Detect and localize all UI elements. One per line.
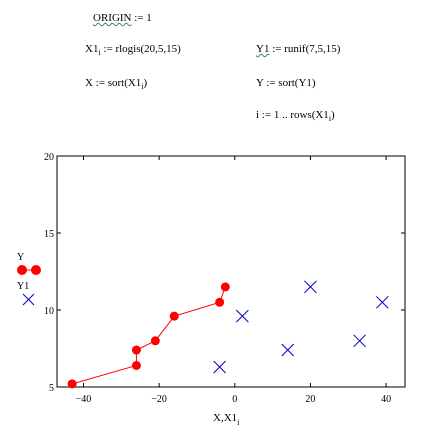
x-marker-stroke xyxy=(213,360,227,374)
x-sort-subscript: i xyxy=(141,82,144,91)
series-y1-point xyxy=(281,343,295,357)
series-y-point xyxy=(67,379,77,389)
series-y-point xyxy=(150,336,160,346)
y-sort-definition[interactable]: Y := sort(Y1) xyxy=(256,76,316,90)
y1-name: Y1 xyxy=(256,43,270,55)
origin-expr[interactable]: ORIGIN := 1 xyxy=(93,11,152,25)
x1-name: X1 xyxy=(85,43,99,55)
y-axis-ticks: 5 10 15 20 xyxy=(44,152,405,394)
range-subscript: i xyxy=(328,114,332,123)
y-tick-label: 10 xyxy=(44,306,54,317)
series-y-point xyxy=(131,345,141,355)
series-y1-point xyxy=(213,360,227,374)
x-sort-close: ) xyxy=(143,77,148,89)
series-y1-point xyxy=(353,334,366,348)
series-y-line xyxy=(71,286,226,385)
x-tick-label: −40 xyxy=(76,394,92,405)
series-y1-point xyxy=(304,280,317,294)
x-sort-definition[interactable]: X := sort(X1i) xyxy=(85,76,147,94)
x-axis-title: X,X1i xyxy=(213,412,240,427)
x-tick-label: 40 xyxy=(381,394,391,405)
x-axis-ticks: −40 −20 0 20 40 xyxy=(76,156,391,405)
legend-marker-y1 xyxy=(22,293,35,306)
range-close: ) xyxy=(331,109,335,121)
plot-legend: Y Y1 xyxy=(17,252,41,306)
series-y-point xyxy=(215,297,225,307)
y-tick-label: 20 xyxy=(44,152,54,163)
legend-label-y: Y xyxy=(17,252,24,263)
x-sort-text: X := sort(X1 xyxy=(85,77,142,89)
x-marker-stroke xyxy=(235,309,249,323)
x-marker-stroke xyxy=(375,295,389,309)
range-text: i := 1 .. rows(X1 xyxy=(256,109,329,121)
series-y-point xyxy=(131,360,141,370)
y-tick-label: 5 xyxy=(49,383,54,394)
series-y1 xyxy=(213,280,389,374)
series-y-point xyxy=(220,282,230,292)
x-tick-label: −20 xyxy=(151,394,167,405)
plot-frame xyxy=(56,155,406,388)
series-y xyxy=(67,282,230,389)
x-tick-label: 0 xyxy=(232,394,237,405)
x-marker-stroke xyxy=(281,343,295,357)
origin-value: := 1 xyxy=(134,12,152,24)
series-y1-point xyxy=(235,309,249,323)
x1-definition[interactable]: X1i := rlogis(20,5,15) xyxy=(85,42,181,60)
origin-label: ORIGIN xyxy=(93,12,132,24)
y-tick-label: 15 xyxy=(44,229,54,240)
y1-formula: := runif(7,5,15) xyxy=(272,43,341,55)
range-definition[interactable]: i := 1 .. rows(X1i) xyxy=(256,108,335,126)
x-tick-label: 20 xyxy=(305,394,315,405)
y-sort-text: Y := sort(Y1) xyxy=(256,77,316,89)
series-y1-point xyxy=(375,295,389,309)
y1-definition[interactable]: Y1 := runif(7,5,15) xyxy=(256,42,340,56)
series-y-point xyxy=(169,311,179,321)
x1-formula: := rlogis(20,5,15) xyxy=(103,43,181,55)
x-marker-stroke xyxy=(353,334,366,348)
x-marker-stroke xyxy=(304,280,317,294)
legend-label-y1: Y1 xyxy=(17,281,29,292)
x1-subscript: i xyxy=(98,48,101,57)
